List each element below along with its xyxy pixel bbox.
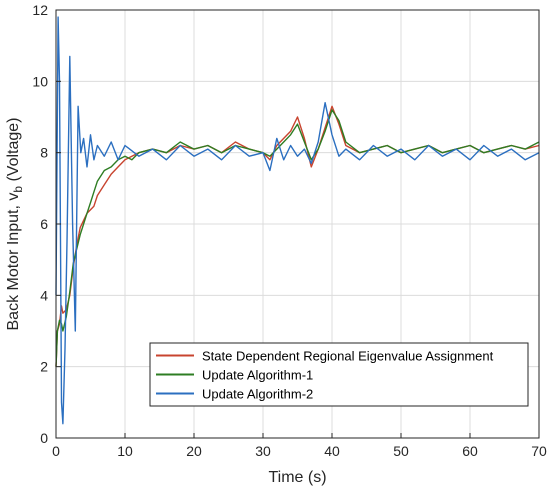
y-axis-label-main: Back Motor Input, v — [5, 193, 22, 331]
legend-label: State Dependent Regional Eigenvalue Assi… — [202, 349, 494, 364]
y-tick-label: 12 — [32, 2, 48, 18]
y-tick-label: 10 — [32, 73, 48, 89]
y-axis-label-subscript: b — [11, 186, 25, 193]
y-tick-label: 2 — [40, 359, 48, 375]
y-tick-label: 0 — [40, 430, 48, 446]
x-tick-label: 10 — [117, 443, 133, 459]
x-tick-label: 20 — [186, 443, 202, 459]
x-tick-label: 70 — [531, 443, 547, 459]
x-tick-label: 30 — [255, 443, 271, 459]
y-tick-label: 4 — [40, 287, 48, 303]
plot-frame — [55, 9, 540, 439]
x-tick-label: 0 — [52, 443, 60, 459]
legend-label: Update Algorithm-2 — [202, 387, 313, 402]
axes-layer — [55, 9, 540, 439]
x-tick-label: 60 — [462, 443, 478, 459]
series-line-2 — [55, 109, 540, 367]
legend-box — [149, 342, 529, 407]
series-layer — [55, 16, 540, 425]
x-axis-label: Time (s) — [268, 469, 326, 486]
y-axis-label: Back Motor Input, vb (Voltage) — [5, 117, 25, 330]
tick-labels: 0 10 20 30 40 50 60 70 0 2 4 6 8 10 12 — [32, 2, 547, 459]
y-tick-label: 8 — [40, 145, 48, 161]
series-line-3 — [55, 16, 540, 425]
grid-layer — [55, 9, 540, 439]
legend-label: Update Algorithm-1 — [202, 368, 313, 383]
x-tick-label: 50 — [393, 443, 409, 459]
x-tick-label: 40 — [324, 443, 340, 459]
y-axis-label-unit: (Voltage) — [5, 117, 22, 185]
legend: State Dependent Regional Eigenvalue Assi… — [149, 342, 529, 407]
y-tick-label: 6 — [40, 216, 48, 232]
